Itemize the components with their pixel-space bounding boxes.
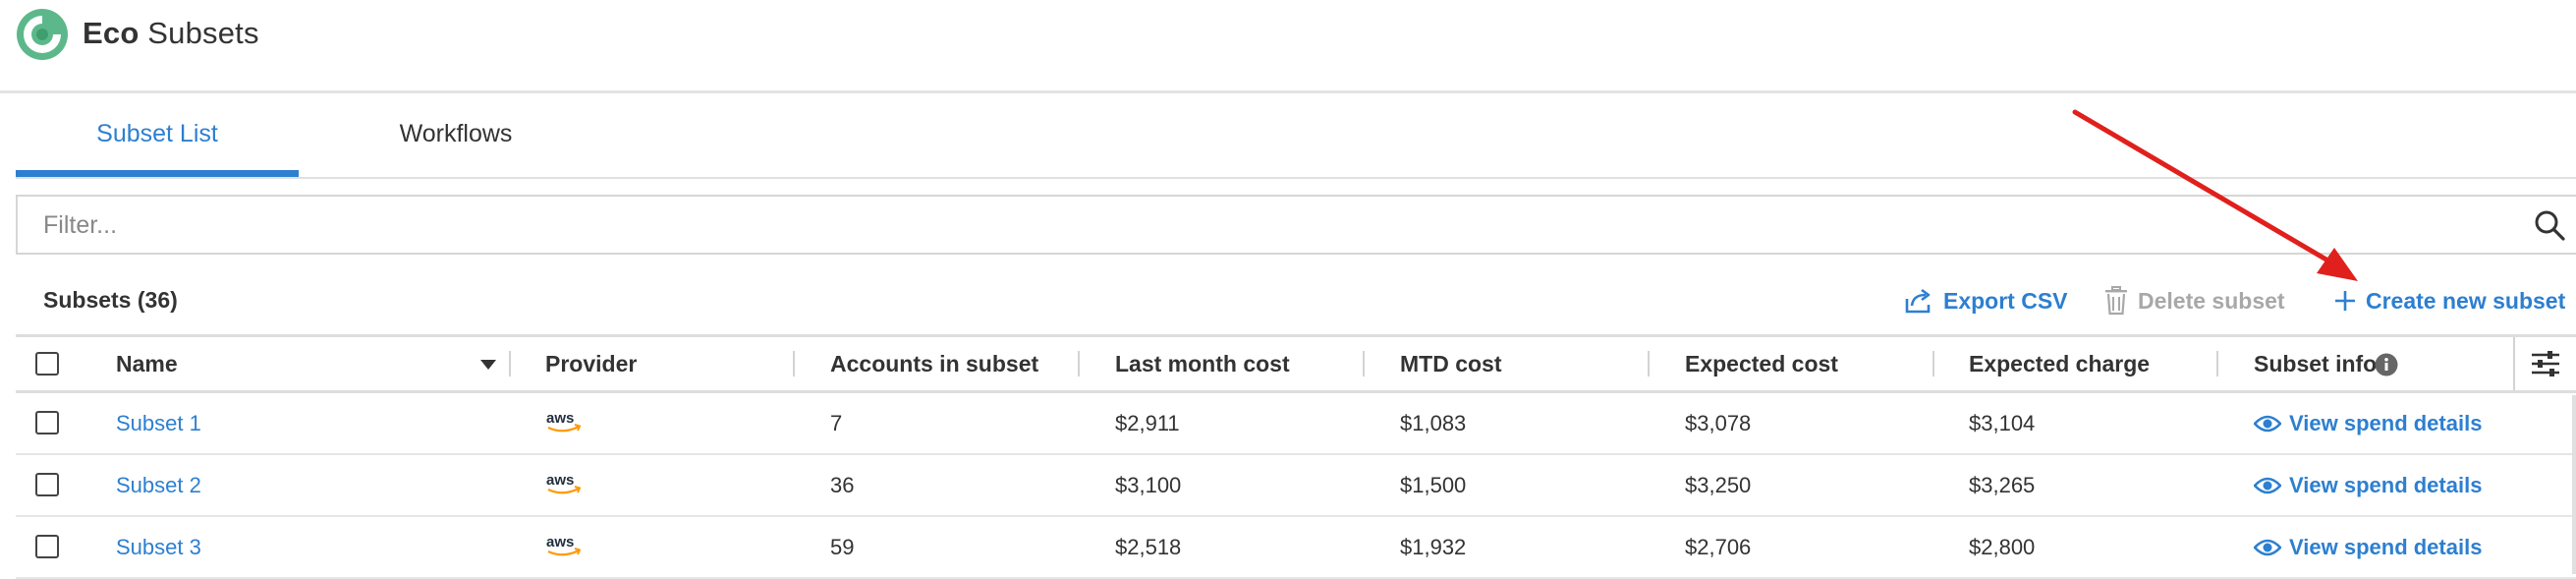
accounts-cell: 7 — [830, 411, 843, 435]
accounts-cell: 59 — [830, 535, 855, 559]
tab-subset-list[interactable]: Subset List — [16, 98, 299, 177]
table-row[interactable]: Subset 1 aws 7 $2,911 $1,083 $3,078 $3,1… — [16, 393, 2576, 455]
filter-bar — [16, 195, 2576, 255]
tab-workflows[interactable]: Workflows — [399, 120, 513, 147]
aws-logo-icon: aws — [546, 410, 582, 433]
column-settings-cell — [2513, 337, 2576, 390]
svg-text:aws: aws — [546, 534, 574, 550]
row-checkbox[interactable] — [35, 411, 59, 434]
view-spend-details-link[interactable]: View spend details — [2254, 455, 2482, 515]
aws-logo-icon: aws — [546, 472, 582, 494]
column-divider — [793, 351, 795, 376]
view-spend-details-link[interactable]: View spend details — [2254, 393, 2482, 453]
expected-cost-cell: $3,250 — [1685, 473, 1752, 497]
subsets-count: Subsets (36) — [43, 287, 178, 313]
delete-subset-button[interactable]: Delete subset — [2104, 283, 2285, 318]
last-month-cost-cell: $3,100 — [1115, 473, 1182, 497]
column-divider — [509, 351, 511, 376]
mtd-cost-cell: $1,500 — [1400, 473, 1467, 497]
info-icon[interactable] — [2375, 353, 2398, 376]
column-header-mtd-cost[interactable]: MTD cost — [1400, 351, 1502, 376]
select-all-checkbox[interactable] — [35, 352, 59, 376]
svg-text:aws: aws — [546, 472, 574, 489]
create-new-subset-button[interactable]: Create new subset — [2334, 283, 2565, 318]
eco-logo-icon — [17, 9, 68, 60]
aws-logo-icon: aws — [546, 534, 582, 556]
expected-charge-cell: $3,104 — [1969, 411, 2036, 435]
column-header-subset-info[interactable]: Subset info — [2254, 351, 2378, 376]
column-divider — [1363, 351, 1365, 376]
expected-charge-cell: $2,800 — [1969, 535, 2036, 559]
column-divider — [2216, 351, 2218, 376]
column-header-provider[interactable]: Provider — [545, 351, 638, 376]
create-new-subset-label: Create new subset — [2366, 287, 2566, 314]
search-icon[interactable] — [2533, 208, 2566, 242]
last-month-cost-cell: $2,518 — [1115, 535, 1182, 559]
column-header-name[interactable]: Name — [116, 351, 178, 376]
trash-icon — [2105, 286, 2127, 316]
tab-bar: Subset List Workflows — [16, 98, 2576, 179]
row-checkbox[interactable] — [35, 473, 59, 496]
column-settings-icon[interactable] — [2531, 350, 2560, 377]
sort-down-icon[interactable] — [479, 359, 497, 371]
mtd-cost-cell: $1,932 — [1400, 535, 1467, 559]
export-icon — [1905, 288, 1931, 314]
view-spend-details-label: View spend details — [2289, 410, 2483, 435]
eye-icon — [2254, 415, 2281, 432]
column-header-last-month-cost[interactable]: Last month cost — [1115, 351, 1290, 376]
app-title: Eco Subsets — [83, 16, 259, 50]
eye-icon — [2254, 539, 2281, 555]
accounts-cell: 36 — [830, 473, 855, 497]
subset-name-link[interactable]: Subset 3 — [116, 535, 201, 559]
column-divider — [1932, 351, 1934, 376]
app-header: Eco Subsets — [0, 0, 2576, 93]
expected-cost-cell: $2,706 — [1685, 535, 1752, 559]
view-spend-details-label: View spend details — [2289, 534, 2483, 559]
view-spend-details-label: View spend details — [2289, 472, 2483, 497]
table-header: Name Provider Accounts in subset Last mo… — [16, 334, 2576, 393]
column-divider — [1648, 351, 1650, 376]
subset-name-link[interactable]: Subset 2 — [116, 473, 201, 497]
expected-charge-cell: $3,265 — [1969, 473, 2036, 497]
table-scroll-edge — [2572, 395, 2576, 574]
column-header-accounts[interactable]: Accounts in subset — [830, 351, 1039, 376]
eye-icon — [2254, 477, 2281, 493]
delete-subset-label: Delete subset — [2138, 287, 2285, 314]
table-row[interactable]: Subset 2 aws 36 $3,100 $1,500 $3,250 $3,… — [16, 455, 2576, 517]
mtd-cost-cell: $1,083 — [1400, 411, 1467, 435]
export-csv-label: Export CSV — [1943, 287, 2068, 314]
subset-name-link[interactable]: Subset 1 — [116, 411, 201, 435]
row-checkbox[interactable] — [35, 535, 59, 558]
svg-text:aws: aws — [546, 410, 574, 427]
export-csv-button[interactable]: Export CSV — [1904, 283, 2068, 318]
table-row[interactable]: Subset 3 aws 59 $2,518 $1,932 $2,706 $2,… — [16, 517, 2576, 579]
filter-input[interactable] — [41, 197, 2403, 255]
column-divider — [1078, 351, 1080, 376]
column-header-expected-cost[interactable]: Expected cost — [1685, 351, 1838, 376]
annotation-arrow — [2072, 109, 2358, 281]
view-spend-details-link[interactable]: View spend details — [2254, 517, 2482, 577]
column-header-expected-charge[interactable]: Expected charge — [1969, 351, 2151, 376]
expected-cost-cell: $3,078 — [1685, 411, 1752, 435]
plus-icon — [2335, 291, 2355, 311]
last-month-cost-cell: $2,911 — [1115, 411, 1180, 435]
